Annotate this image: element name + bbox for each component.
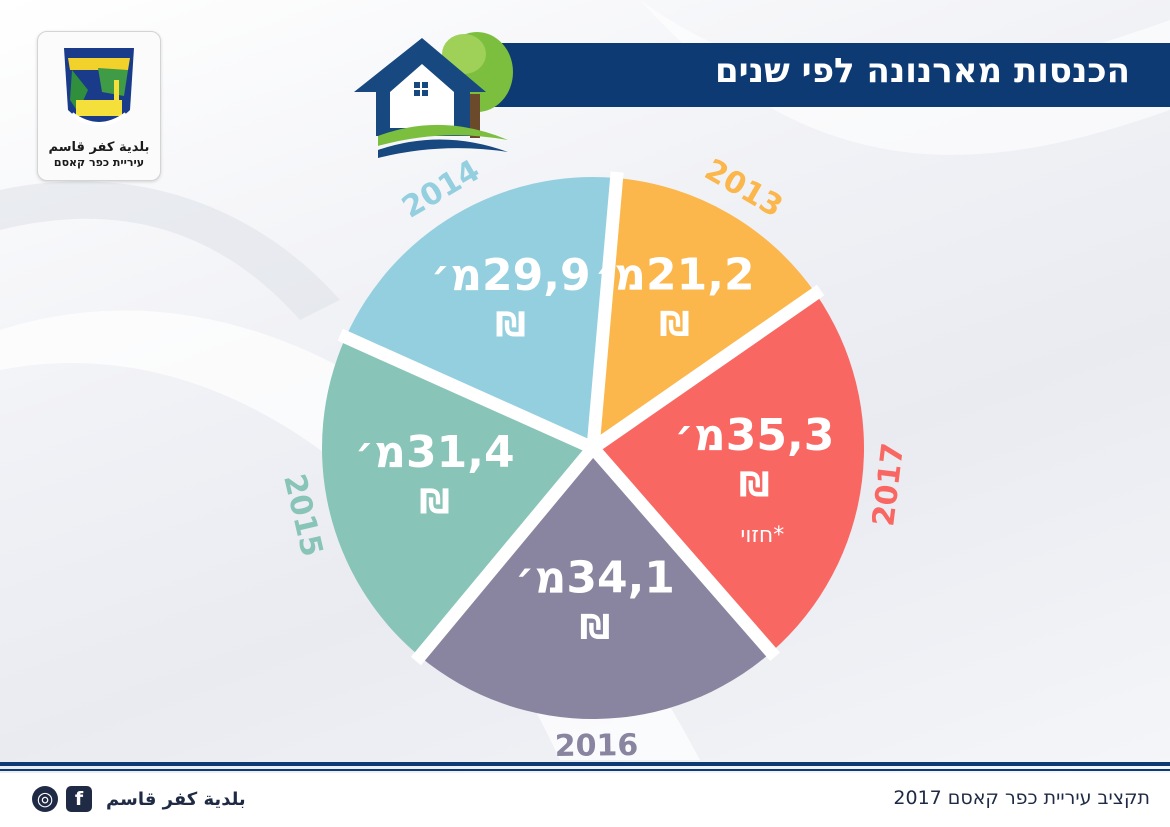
page-title: הכנסות מארנונה לפי שנים: [714, 51, 1130, 91]
slice-separator: [337, 328, 596, 454]
year-label-2015: 2015: [276, 471, 329, 560]
pie-slice-2015: [321, 337, 593, 657]
slice-note-2017: *חזוי: [740, 523, 784, 548]
footer-org-name: بلدية كفر قاسم: [106, 788, 246, 810]
currency-symbol: ₪: [495, 305, 526, 345]
pie-center: [584, 439, 602, 457]
currency-symbol: ₪: [739, 465, 770, 505]
facebook-icon[interactable]: f: [66, 786, 92, 812]
slice-label-2017: 35,3מ׳₪ *חזוי: [674, 410, 834, 548]
pie-slice-2013: [593, 178, 816, 448]
slice-separator: [588, 443, 780, 662]
logo-arabic-name: بلدية كفر قاسم: [48, 140, 150, 155]
pie-slice-2017: [593, 293, 864, 653]
year-label-2017: 2017: [866, 441, 911, 528]
slice-label-2013: 21,2מ׳₪: [595, 249, 755, 344]
year-label-2016: 2016: [555, 728, 639, 760]
pie-slice-2016: [419, 448, 772, 720]
currency-symbol: ₪: [659, 304, 690, 344]
slice-label-2016: 34,1מ׳₪: [515, 553, 675, 648]
instagram-icon[interactable]: ◎: [32, 786, 58, 812]
slice-separator: [589, 284, 825, 454]
footer-social: ◎ f بلدية كفر قاسم: [32, 784, 246, 814]
slice-value-2017: 35,3מ׳: [674, 410, 834, 461]
slice-value-2016: 34,1מ׳: [515, 553, 675, 604]
slice-label-2015: 31,4מ׳₪: [355, 427, 515, 522]
footer-divider: [0, 762, 1170, 766]
municipality-logo: بلدية كفر قاسم עיריית כפר קאסם: [37, 31, 161, 181]
footer-divider-thin: [0, 769, 1170, 771]
logo-hebrew-name: עיריית כפר קאסם: [53, 156, 145, 169]
slice-value-2015: 31,4מ׳: [355, 427, 515, 478]
title-bar: הכנסות מארנונה לפי שנים: [490, 43, 1170, 107]
municipality-emblem-icon: [64, 48, 134, 126]
footer-budget-text: תקציב עיריית כפר קאסם 2017: [893, 787, 1150, 809]
revenue-pie-chart: 21,2מ׳₪35,3מ׳₪*חזוי34,1מ׳₪31,4מ׳₪29,9מ׳₪…: [276, 152, 911, 760]
slice-separator: [586, 171, 624, 449]
currency-symbol: ₪: [580, 608, 611, 648]
currency-symbol: ₪: [419, 482, 450, 522]
pie-slice-2014: [345, 176, 617, 448]
slice-value-2013: 21,2מ׳: [595, 249, 755, 300]
slice-separator: [410, 443, 598, 666]
footer: ◎ f بلدية كفر قاسم תקציב עיריית כפר קאסם…: [0, 773, 1170, 827]
slice-label-2014: 29,9מ׳₪: [431, 250, 591, 345]
house-icon: [354, 32, 513, 158]
slice-value-2014: 29,9מ׳: [431, 250, 591, 301]
